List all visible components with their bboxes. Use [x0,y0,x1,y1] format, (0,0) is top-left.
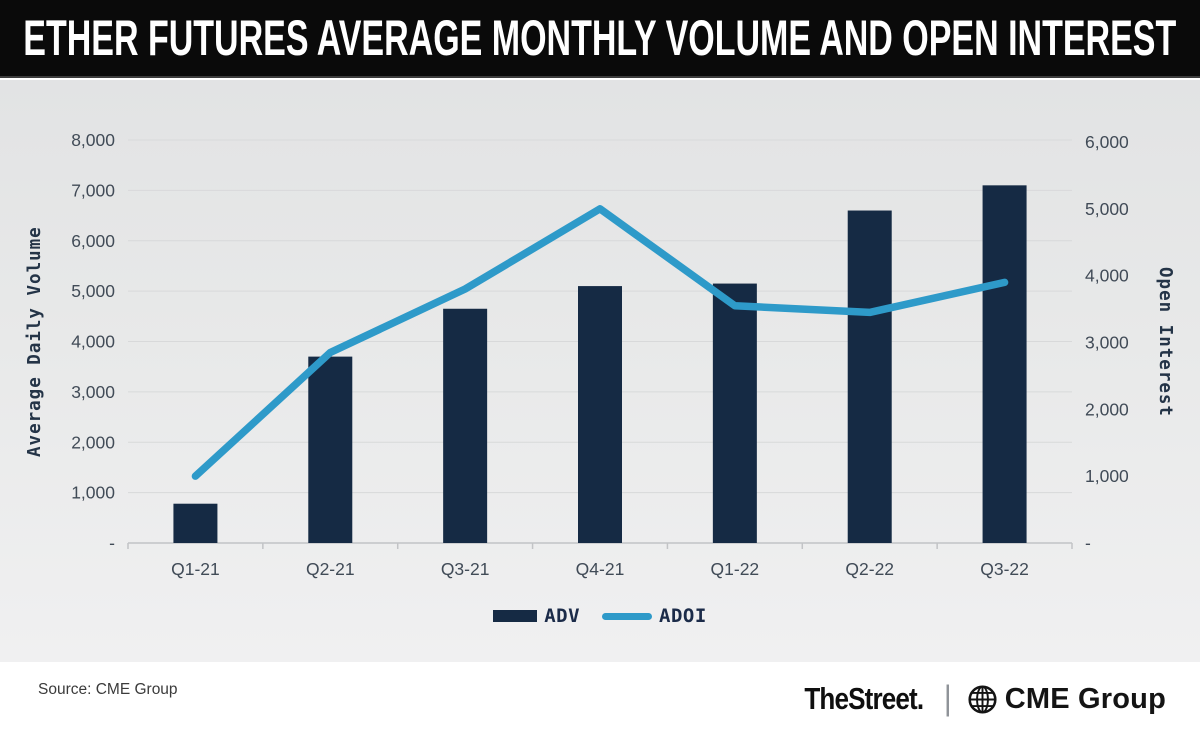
legend-label: ADV [544,605,581,627]
footer-brands: TheStreet. | CME Group [793,662,1166,736]
thestreet-logo: TheStreet. [804,681,925,716]
cme-globe-icon [968,684,997,714]
footer: Source: CME Group TheStreet. | CME Group [0,662,1200,736]
left-axis-title: Average Daily Volume [25,226,45,457]
brand-separator: | [943,679,952,718]
chart-title: ETHER FUTURES AVERAGE MONTHLY VOLUME AND… [23,10,1177,66]
legend-item-adv: ADV [493,605,580,627]
right-axis-title: Open Interest [1155,266,1175,417]
cme-group-label: CME Group [1004,682,1166,715]
title-banner: ETHER FUTURES AVERAGE MONTHLY VOLUME AND… [0,0,1200,78]
legend: ADV ADOI [0,603,1200,629]
legend-item-adoi: ADOI [602,605,707,627]
source-note: Source: CME Group [38,681,178,698]
legend-swatch-adoi [602,612,653,620]
legend-label: ADOI [659,605,707,627]
chart-panel [0,80,1200,662]
legend-swatch-adv [493,610,538,622]
cme-group-logo: CME Group [967,683,1166,716]
